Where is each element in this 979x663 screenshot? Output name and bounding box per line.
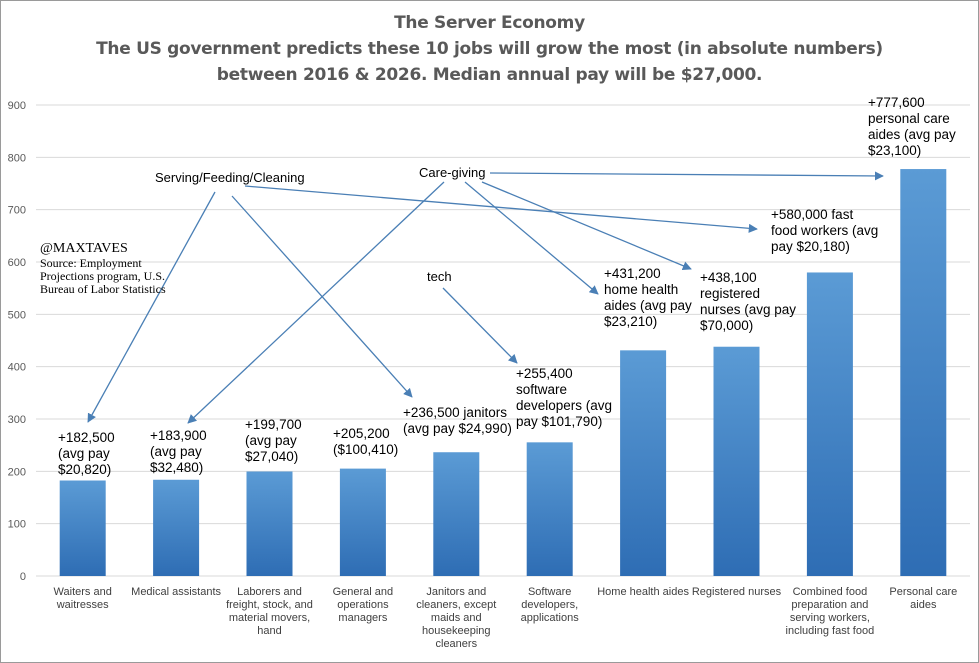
annotation-arrow	[481, 181, 692, 271]
x-tick-label: Personal care aides	[889, 586, 958, 611]
bars	[59, 169, 947, 576]
source-credit: @MAXTAVES Source: Employment Projections…	[40, 240, 166, 296]
category-annotation: Serving/Feeding/Cleaning	[155, 170, 305, 185]
y-tick-label: 900	[8, 100, 26, 112]
y-tick-label: 500	[8, 309, 26, 321]
credit-source-line-3: Bureau of Labor Statistics	[40, 282, 166, 296]
y-tick-label: 200	[8, 466, 26, 478]
x-tick-label: Registered nurses	[691, 586, 782, 598]
data-label: +255,400 software developers (avg pay $101,…	[516, 366, 613, 429]
x-tick-label: Home health aides	[597, 586, 689, 598]
data-label: +438,100 registered nurses (avg pay $70,000…	[700, 270, 797, 333]
annotation-arrow	[87, 191, 216, 423]
annotation-arrow	[187, 181, 445, 424]
annotation-arrow	[244, 185, 758, 233]
bar	[900, 169, 947, 576]
credit-handle: @MAXTAVES	[40, 241, 128, 256]
bar	[433, 452, 480, 576]
x-tick-label: Software developers, applications	[520, 586, 579, 624]
x-tick-label: General and operations managers	[332, 586, 394, 624]
bar	[339, 468, 386, 576]
x-tick-label: Waiters and waitresses	[53, 586, 112, 611]
data-label: +182,500 (avg pay $20,820)	[58, 430, 115, 477]
credit-source-line-2: Projections program, U.S.	[40, 269, 165, 283]
bar	[153, 479, 200, 576]
data-label: +777,600 personal care aides (avg pay $23,1…	[868, 95, 956, 158]
bar	[713, 346, 760, 576]
data-label: +236,500 janitors (avg pay $24,990)	[403, 405, 512, 436]
data-label: +199,700 (avg pay $27,040)	[245, 417, 302, 464]
y-tick-label: 300	[8, 414, 26, 426]
y-tick-label: 800	[8, 152, 26, 164]
credit-source-line-1: Source: Employment	[40, 256, 142, 270]
data-label: +205,200 ($100,410)	[333, 426, 399, 457]
data-label: +580,000 fast food workers (avg pay $20,18…	[771, 207, 879, 254]
x-tick-label: Janitors and cleaners, except maids and hou…	[416, 586, 497, 650]
y-tick-label: 100	[8, 519, 26, 531]
y-tick-label: 600	[8, 257, 26, 269]
x-tick-label: Combined food preparation and serving work…	[785, 586, 875, 637]
annotation-arrow	[442, 287, 518, 364]
y-tick-label: 400	[8, 362, 26, 374]
y-tick-label: 0	[20, 571, 26, 583]
x-tick-label: Laborers and freight, stock, and material …	[226, 586, 313, 637]
x-tick-label: Medical assistants	[131, 586, 222, 598]
bar	[59, 480, 106, 576]
chart-subtitle-line-1: The US government predicts these 10 jobs…	[96, 39, 883, 59]
data-label: +431,200 home health aides (avg pay $23,210…	[604, 266, 692, 329]
chart-title: The Server Economy	[394, 13, 585, 33]
bar	[246, 471, 293, 576]
bar	[806, 272, 853, 576]
bar	[526, 442, 573, 576]
data-label: +183,900 (avg pay $32,480)	[150, 428, 207, 475]
chart-subtitle-line-2: between 2016 & 2026. Median annual pay w…	[216, 65, 763, 85]
annotation-arrow	[489, 171, 884, 181]
bar	[620, 350, 667, 576]
y-tick-label: 700	[8, 205, 26, 217]
annotation-arrows	[87, 171, 884, 424]
category-annotation: Care-giving	[419, 165, 486, 180]
category-annotation: tech	[427, 269, 452, 284]
annotation-arrow	[464, 181, 599, 295]
